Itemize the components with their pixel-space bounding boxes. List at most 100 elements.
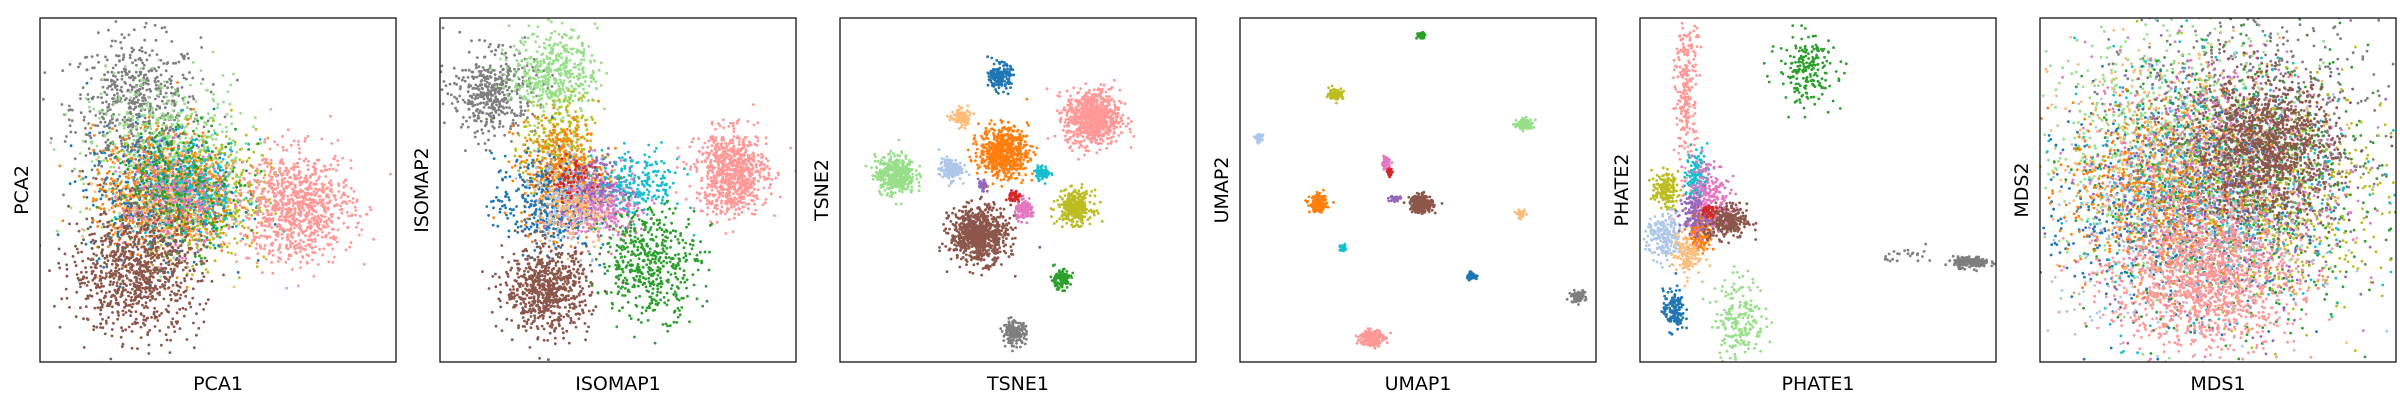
data-point <box>127 291 130 294</box>
data-point <box>78 279 81 282</box>
data-point <box>134 238 137 241</box>
data-point <box>80 178 83 181</box>
data-point <box>101 243 104 246</box>
data-point <box>83 119 86 122</box>
data-point <box>224 146 227 149</box>
data-point <box>220 203 223 206</box>
data-point <box>85 218 88 221</box>
data-point <box>176 81 179 84</box>
data-point <box>174 103 177 106</box>
data-point <box>128 235 131 238</box>
data-point <box>115 98 118 101</box>
data-point <box>100 282 103 285</box>
data-point <box>104 239 107 242</box>
data-point <box>181 86 184 89</box>
data-point <box>160 74 163 77</box>
data-point <box>140 290 143 293</box>
data-point <box>171 95 174 98</box>
data-point <box>250 214 253 217</box>
data-point <box>175 101 178 104</box>
data-point <box>113 277 116 280</box>
data-point <box>200 69 203 72</box>
data-point <box>111 335 114 338</box>
data-point <box>103 212 106 215</box>
data-point <box>172 182 175 185</box>
data-point <box>170 140 173 143</box>
data-point <box>167 217 170 220</box>
data-point <box>121 145 124 148</box>
data-point <box>197 200 200 203</box>
data-point <box>136 271 139 274</box>
data-point <box>129 202 132 205</box>
data-point <box>98 131 101 134</box>
data-point <box>91 272 94 275</box>
data-point <box>112 200 115 203</box>
data-point <box>170 225 173 228</box>
data-point <box>85 305 88 308</box>
data-point <box>242 219 245 222</box>
data-point <box>194 171 197 174</box>
data-point <box>135 171 138 174</box>
data-point <box>175 258 178 261</box>
data-point <box>61 103 64 106</box>
data-point <box>92 204 95 207</box>
data-point <box>101 276 104 279</box>
data-point <box>191 219 194 222</box>
data-point <box>123 226 126 229</box>
data-point <box>86 317 89 320</box>
data-point <box>114 231 117 234</box>
data-point <box>85 176 88 179</box>
data-point <box>108 188 111 191</box>
data-point <box>166 138 169 141</box>
data-point <box>97 306 100 309</box>
data-point <box>191 173 194 176</box>
data-point <box>175 320 178 323</box>
data-point <box>124 205 127 208</box>
data-point <box>99 265 102 268</box>
data-point <box>100 322 103 325</box>
data-point <box>131 88 134 91</box>
data-point <box>216 106 219 109</box>
data-point <box>180 154 183 157</box>
data-point <box>159 286 162 289</box>
data-point <box>184 223 187 226</box>
data-point <box>75 315 78 318</box>
data-point <box>191 225 194 228</box>
data-point <box>145 187 148 190</box>
data-point <box>153 147 156 150</box>
data-point <box>144 51 147 54</box>
data-point <box>190 141 193 144</box>
data-point <box>81 235 84 238</box>
data-point <box>125 274 128 277</box>
data-point <box>252 151 255 154</box>
data-point <box>155 108 158 111</box>
data-point <box>143 306 146 309</box>
data-point <box>145 263 148 266</box>
data-point <box>131 330 134 333</box>
data-point <box>317 263 320 266</box>
data-point <box>180 227 183 230</box>
data-point <box>199 216 202 219</box>
data-point <box>133 94 136 97</box>
data-point <box>173 233 176 236</box>
data-point <box>171 175 174 178</box>
data-point <box>163 284 166 287</box>
data-point <box>127 162 130 165</box>
data-point <box>141 297 144 300</box>
data-point <box>127 102 130 105</box>
data-point <box>277 260 280 263</box>
data-point <box>211 208 214 211</box>
data-point <box>185 151 188 154</box>
data-point <box>146 296 149 299</box>
data-point <box>73 168 76 171</box>
data-point <box>94 190 97 193</box>
data-point <box>103 297 106 300</box>
data-point <box>130 128 133 131</box>
data-point <box>133 182 136 185</box>
data-point <box>192 322 195 325</box>
data-point <box>65 263 68 266</box>
data-point <box>185 133 188 136</box>
data-point <box>154 227 157 230</box>
data-point <box>123 160 126 163</box>
data-point <box>183 315 186 318</box>
